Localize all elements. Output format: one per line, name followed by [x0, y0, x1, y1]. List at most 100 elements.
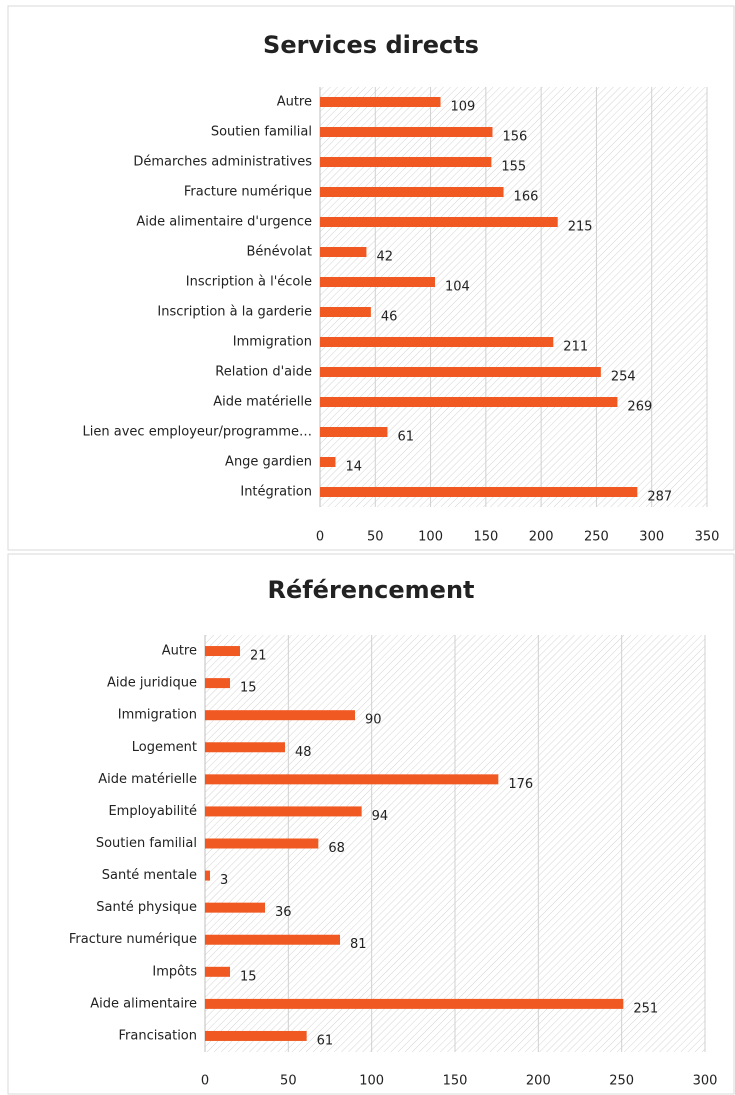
x-tick-label: 300: [693, 1074, 718, 1089]
bar: [320, 247, 367, 257]
bar: [205, 870, 210, 881]
data-label: 251: [633, 1001, 658, 1016]
bar: [205, 966, 230, 977]
data-label: 21: [250, 649, 267, 664]
y-tick-label: Autre: [162, 644, 197, 659]
x-tick-label: 0: [316, 530, 324, 545]
bar: [205, 1030, 307, 1041]
data-label: 254: [611, 370, 636, 385]
x-tick-label: 200: [526, 1074, 551, 1089]
data-label: 15: [240, 681, 257, 696]
data-label: 36: [275, 905, 292, 920]
bar: [320, 127, 493, 137]
bar: [205, 902, 265, 913]
data-label: 94: [372, 809, 389, 824]
y-tick-label: Lien avec employeur/programme…: [83, 425, 312, 440]
y-tick-label: Santé physique: [96, 900, 197, 915]
data-label: 104: [445, 280, 470, 295]
bar: [320, 457, 336, 467]
bar: [320, 337, 554, 347]
x-tick-label: 0: [201, 1074, 209, 1089]
bar: [320, 427, 388, 437]
data-label: 215: [568, 220, 593, 235]
x-tick-label: 200: [529, 530, 554, 545]
data-label: 68: [328, 841, 345, 856]
chart-title: Services directs: [263, 31, 479, 59]
y-tick-label: Immigration: [233, 335, 312, 350]
y-tick-label: Francisation: [119, 1028, 197, 1043]
y-tick-label: Fracture numérique: [69, 932, 197, 947]
bar: [320, 217, 558, 227]
bar: [205, 646, 240, 657]
y-tick-label: Employabilité: [108, 804, 197, 819]
bar: [320, 187, 504, 197]
y-tick-label: Aide matérielle: [98, 772, 197, 787]
y-tick-label: Aide alimentaire d'urgence: [136, 215, 312, 230]
bar: [205, 806, 362, 817]
data-label: 176: [508, 777, 533, 792]
data-label: 42: [376, 250, 393, 265]
y-tick-label: Immigration: [118, 708, 197, 723]
bar: [205, 934, 340, 945]
bar: [205, 710, 355, 721]
bar: [320, 397, 618, 407]
bar: [205, 774, 499, 785]
x-tick-label: 150: [443, 1074, 468, 1089]
y-tick-label: Fracture numérique: [184, 185, 312, 200]
bar: [205, 678, 230, 689]
x-tick-label: 50: [367, 530, 384, 545]
data-label: 109: [451, 100, 476, 115]
y-tick-label: Inscription à la garderie: [157, 305, 312, 320]
data-label: 14: [345, 460, 362, 475]
bar: [320, 367, 601, 377]
data-label: 269: [627, 400, 652, 415]
y-tick-label: Impôts: [152, 964, 197, 979]
bar: [320, 97, 441, 107]
y-tick-label: Relation d'aide: [215, 365, 312, 380]
y-tick-label: Aide juridique: [107, 676, 197, 691]
data-label: 156: [502, 130, 527, 145]
bar: [205, 838, 319, 849]
bar: [320, 487, 638, 497]
x-tick-label: 150: [473, 530, 498, 545]
y-tick-label: Aide matérielle: [213, 395, 312, 410]
y-tick-label: Démarches administratives: [133, 155, 312, 170]
data-label: 166: [514, 190, 539, 205]
x-tick-label: 250: [584, 530, 609, 545]
y-tick-label: Intégration: [240, 485, 312, 500]
x-tick-label: 300: [639, 530, 664, 545]
y-tick-label: Aide alimentaire: [90, 996, 197, 1011]
y-tick-label: Santé mentale: [102, 868, 197, 883]
data-label: 81: [350, 937, 367, 952]
data-label: 15: [240, 969, 257, 984]
y-tick-label: Soutien familial: [96, 836, 197, 851]
data-label: 61: [397, 430, 414, 445]
x-tick-label: 250: [609, 1074, 634, 1089]
x-tick-label: 50: [280, 1074, 297, 1089]
data-label: 61: [317, 1033, 334, 1048]
data-label: 211: [563, 340, 588, 355]
y-tick-label: Bénévolat: [247, 245, 312, 260]
y-tick-label: Autre: [277, 95, 312, 110]
bar: [205, 998, 624, 1009]
bar: [205, 742, 285, 753]
bar: [320, 277, 435, 287]
data-label: 155: [501, 160, 526, 175]
data-label: 287: [647, 490, 672, 505]
y-tick-label: Inscription à l'école: [186, 275, 312, 290]
plot-area: [320, 87, 707, 507]
x-tick-label: 100: [418, 530, 443, 545]
data-label: 90: [365, 713, 382, 728]
bar: [320, 307, 371, 317]
data-label: 3: [220, 873, 228, 888]
x-tick-label: 100: [359, 1074, 384, 1089]
y-tick-label: Soutien familial: [211, 125, 312, 140]
x-tick-label: 350: [695, 530, 720, 545]
bar: [320, 157, 492, 167]
y-tick-label: Logement: [132, 740, 197, 755]
y-tick-label: Ange gardien: [225, 455, 312, 470]
chart-title: Référencement: [267, 576, 474, 604]
data-label: 48: [295, 745, 312, 760]
data-label: 46: [381, 310, 398, 325]
